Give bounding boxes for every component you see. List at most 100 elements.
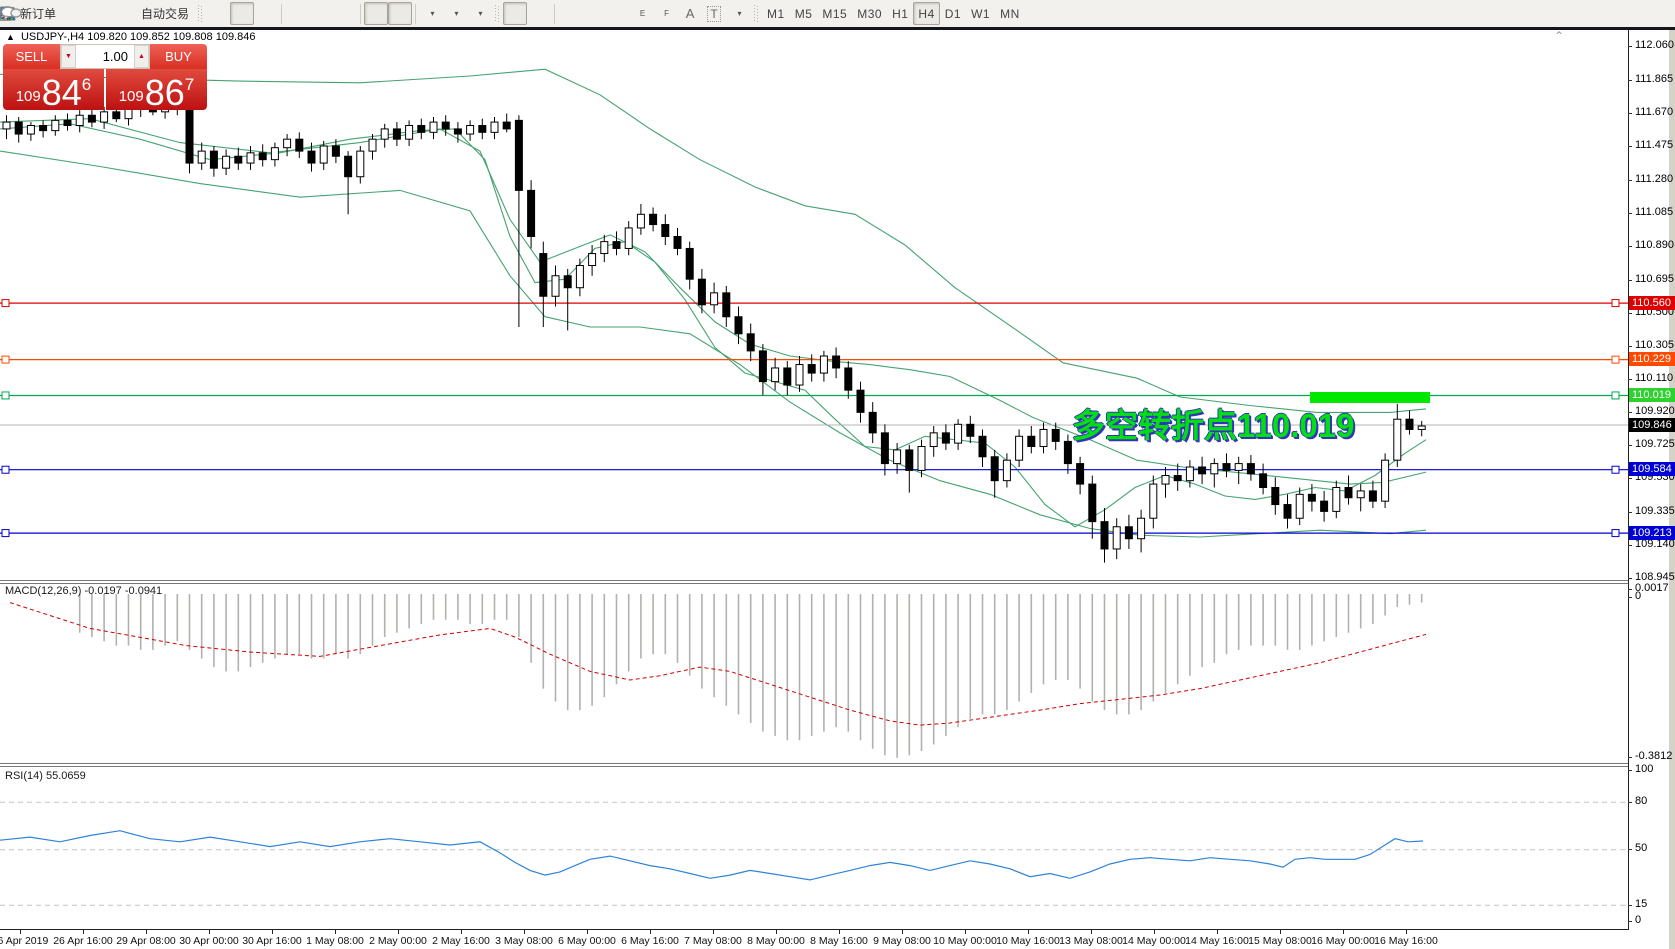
templates-button[interactable]: ▾ xyxy=(0,2,491,25)
tile-windows-button[interactable] xyxy=(1,2,357,25)
sell-price-button[interactable]: 109 84 6 xyxy=(3,69,104,111)
axis-tick-mark xyxy=(1628,313,1632,314)
line-price-badge[interactable]: 110.019 xyxy=(1629,388,1675,402)
axis-tick-mark xyxy=(1628,280,1632,281)
candle-body xyxy=(893,449,902,465)
candle-body xyxy=(87,114,96,123)
line-price-badge[interactable]: 110.229 xyxy=(1629,352,1675,366)
text-button[interactable]: A xyxy=(678,2,702,25)
candle-body xyxy=(746,333,755,352)
metaeditor-button[interactable] xyxy=(1,2,85,25)
candle-body xyxy=(380,128,389,140)
volume-input[interactable]: 1.00 xyxy=(76,45,134,68)
candle-body xyxy=(368,138,377,152)
line-chart-button[interactable] xyxy=(0,2,278,25)
zoom-in-button[interactable] xyxy=(1,2,309,25)
axis-tick-mark xyxy=(1628,905,1632,906)
line-handle[interactable] xyxy=(1,299,10,308)
axis-tick-mark xyxy=(1628,921,1632,922)
candlestick-chart-button[interactable] xyxy=(1,2,255,25)
line-handle[interactable] xyxy=(1611,391,1620,400)
buy-price-button[interactable]: 109 86 7 xyxy=(106,69,207,111)
date-tick-label: 13 May 08:00 xyxy=(1059,935,1123,947)
candle-body xyxy=(990,456,999,482)
pane-separator[interactable] xyxy=(0,583,1629,584)
bar-chart-button[interactable] xyxy=(1,2,230,25)
line-price-badge[interactable]: 110.560 xyxy=(1629,296,1675,310)
candle-body xyxy=(563,275,572,289)
fibonacci-button[interactable]: F xyxy=(1,2,678,25)
price-tick-label: 110.110 xyxy=(1635,372,1674,384)
timeframe-button-m1[interactable]: M1 xyxy=(767,6,785,21)
pane-separator[interactable] xyxy=(0,763,1629,764)
crosshair-button[interactable] xyxy=(1,2,551,25)
candle-body xyxy=(209,150,218,169)
timeframe-button-m5[interactable]: M5 xyxy=(794,6,813,21)
date-tick-label: 14 May 00:00 xyxy=(1122,935,1186,947)
axis-tick-mark xyxy=(1628,80,1632,81)
price-axis[interactable]: 112.060 111.865 111.670 111.475 111.280 111.0… xyxy=(1628,0,1675,949)
timeframe-button-h4[interactable]: H4 xyxy=(913,2,940,25)
arrows-button[interactable]: ▾ xyxy=(3,2,750,25)
zoom-out-button[interactable] xyxy=(1,2,333,25)
text-label-button[interactable]: T xyxy=(702,2,726,25)
timeframe-button-m30[interactable]: M30 xyxy=(857,6,883,21)
pane-separator[interactable] xyxy=(0,580,1629,581)
timeframe-button-m15[interactable]: M15 xyxy=(822,6,848,21)
line-handle[interactable] xyxy=(1,391,10,400)
candle-body xyxy=(1368,490,1377,502)
chat-button[interactable] xyxy=(0,2,1671,25)
macd-main-value: -0.0197 xyxy=(84,585,122,597)
macd-pane[interactable] xyxy=(0,584,1628,763)
candle-body xyxy=(624,227,633,249)
candle-body xyxy=(1271,486,1280,506)
axis-tick-mark xyxy=(1628,770,1632,771)
line-price-badge[interactable]: 109.584 xyxy=(1629,462,1675,476)
volume-decrease-button[interactable]: ▼ xyxy=(61,45,76,68)
timeframe-button-h1[interactable]: H1 xyxy=(892,6,909,21)
rsi-pane[interactable] xyxy=(0,767,1628,929)
date-tick-mark xyxy=(1028,930,1029,934)
autotrading-button[interactable]: 自动交易 xyxy=(1,2,194,25)
axis-tick-mark xyxy=(1628,379,1632,380)
line-handle[interactable] xyxy=(1611,355,1620,364)
auto-scroll-button[interactable] xyxy=(1,2,389,25)
candle-body xyxy=(539,253,548,297)
line-handle[interactable] xyxy=(1,355,10,364)
timeframe-button-d1[interactable]: D1 xyxy=(944,6,962,21)
pane-separator[interactable] xyxy=(0,766,1629,767)
vertical-line-button[interactable] xyxy=(4,2,582,25)
chart-shift-button[interactable] xyxy=(1,2,413,25)
equidistant-channel-button[interactable]: E xyxy=(0,2,654,25)
candle-body xyxy=(868,411,877,434)
line-handle[interactable] xyxy=(1611,529,1620,538)
candle-body xyxy=(1246,463,1255,475)
current-price-badge[interactable]: 109.846 xyxy=(1629,418,1675,432)
periods-button[interactable]: ▾ xyxy=(1,2,467,25)
green-highlight-bar[interactable] xyxy=(1310,392,1430,403)
timeframe-button-mn[interactable]: MN xyxy=(1000,6,1020,21)
line-handle[interactable] xyxy=(1,465,10,474)
volume-increase-button[interactable]: ▲ xyxy=(134,45,149,68)
timeframe-button-w1[interactable]: W1 xyxy=(971,6,991,21)
date-tick-mark xyxy=(83,930,84,934)
sell-button[interactable]: SELL xyxy=(3,44,60,69)
indicators-button[interactable]: ▾ xyxy=(0,2,443,25)
terminal-button[interactable] xyxy=(0,2,109,25)
line-handle[interactable] xyxy=(1,529,10,538)
rsi-axis-label: 100 xyxy=(1635,763,1654,775)
cursor-button[interactable] xyxy=(4,2,528,25)
candle-body xyxy=(1320,500,1329,512)
signals-button[interactable] xyxy=(0,2,133,25)
line-handle[interactable] xyxy=(1611,465,1620,474)
horizontal-line-button[interactable] xyxy=(1,2,606,25)
price-chart[interactable] xyxy=(0,30,1628,581)
candle-body xyxy=(466,125,475,135)
candle-body xyxy=(417,125,426,133)
trendline-button[interactable] xyxy=(1,2,630,25)
candle-body xyxy=(649,213,658,226)
line-price-badge[interactable]: 109.213 xyxy=(1629,526,1675,540)
buy-button[interactable]: BUY xyxy=(150,44,207,69)
line-handle[interactable] xyxy=(1611,299,1620,308)
